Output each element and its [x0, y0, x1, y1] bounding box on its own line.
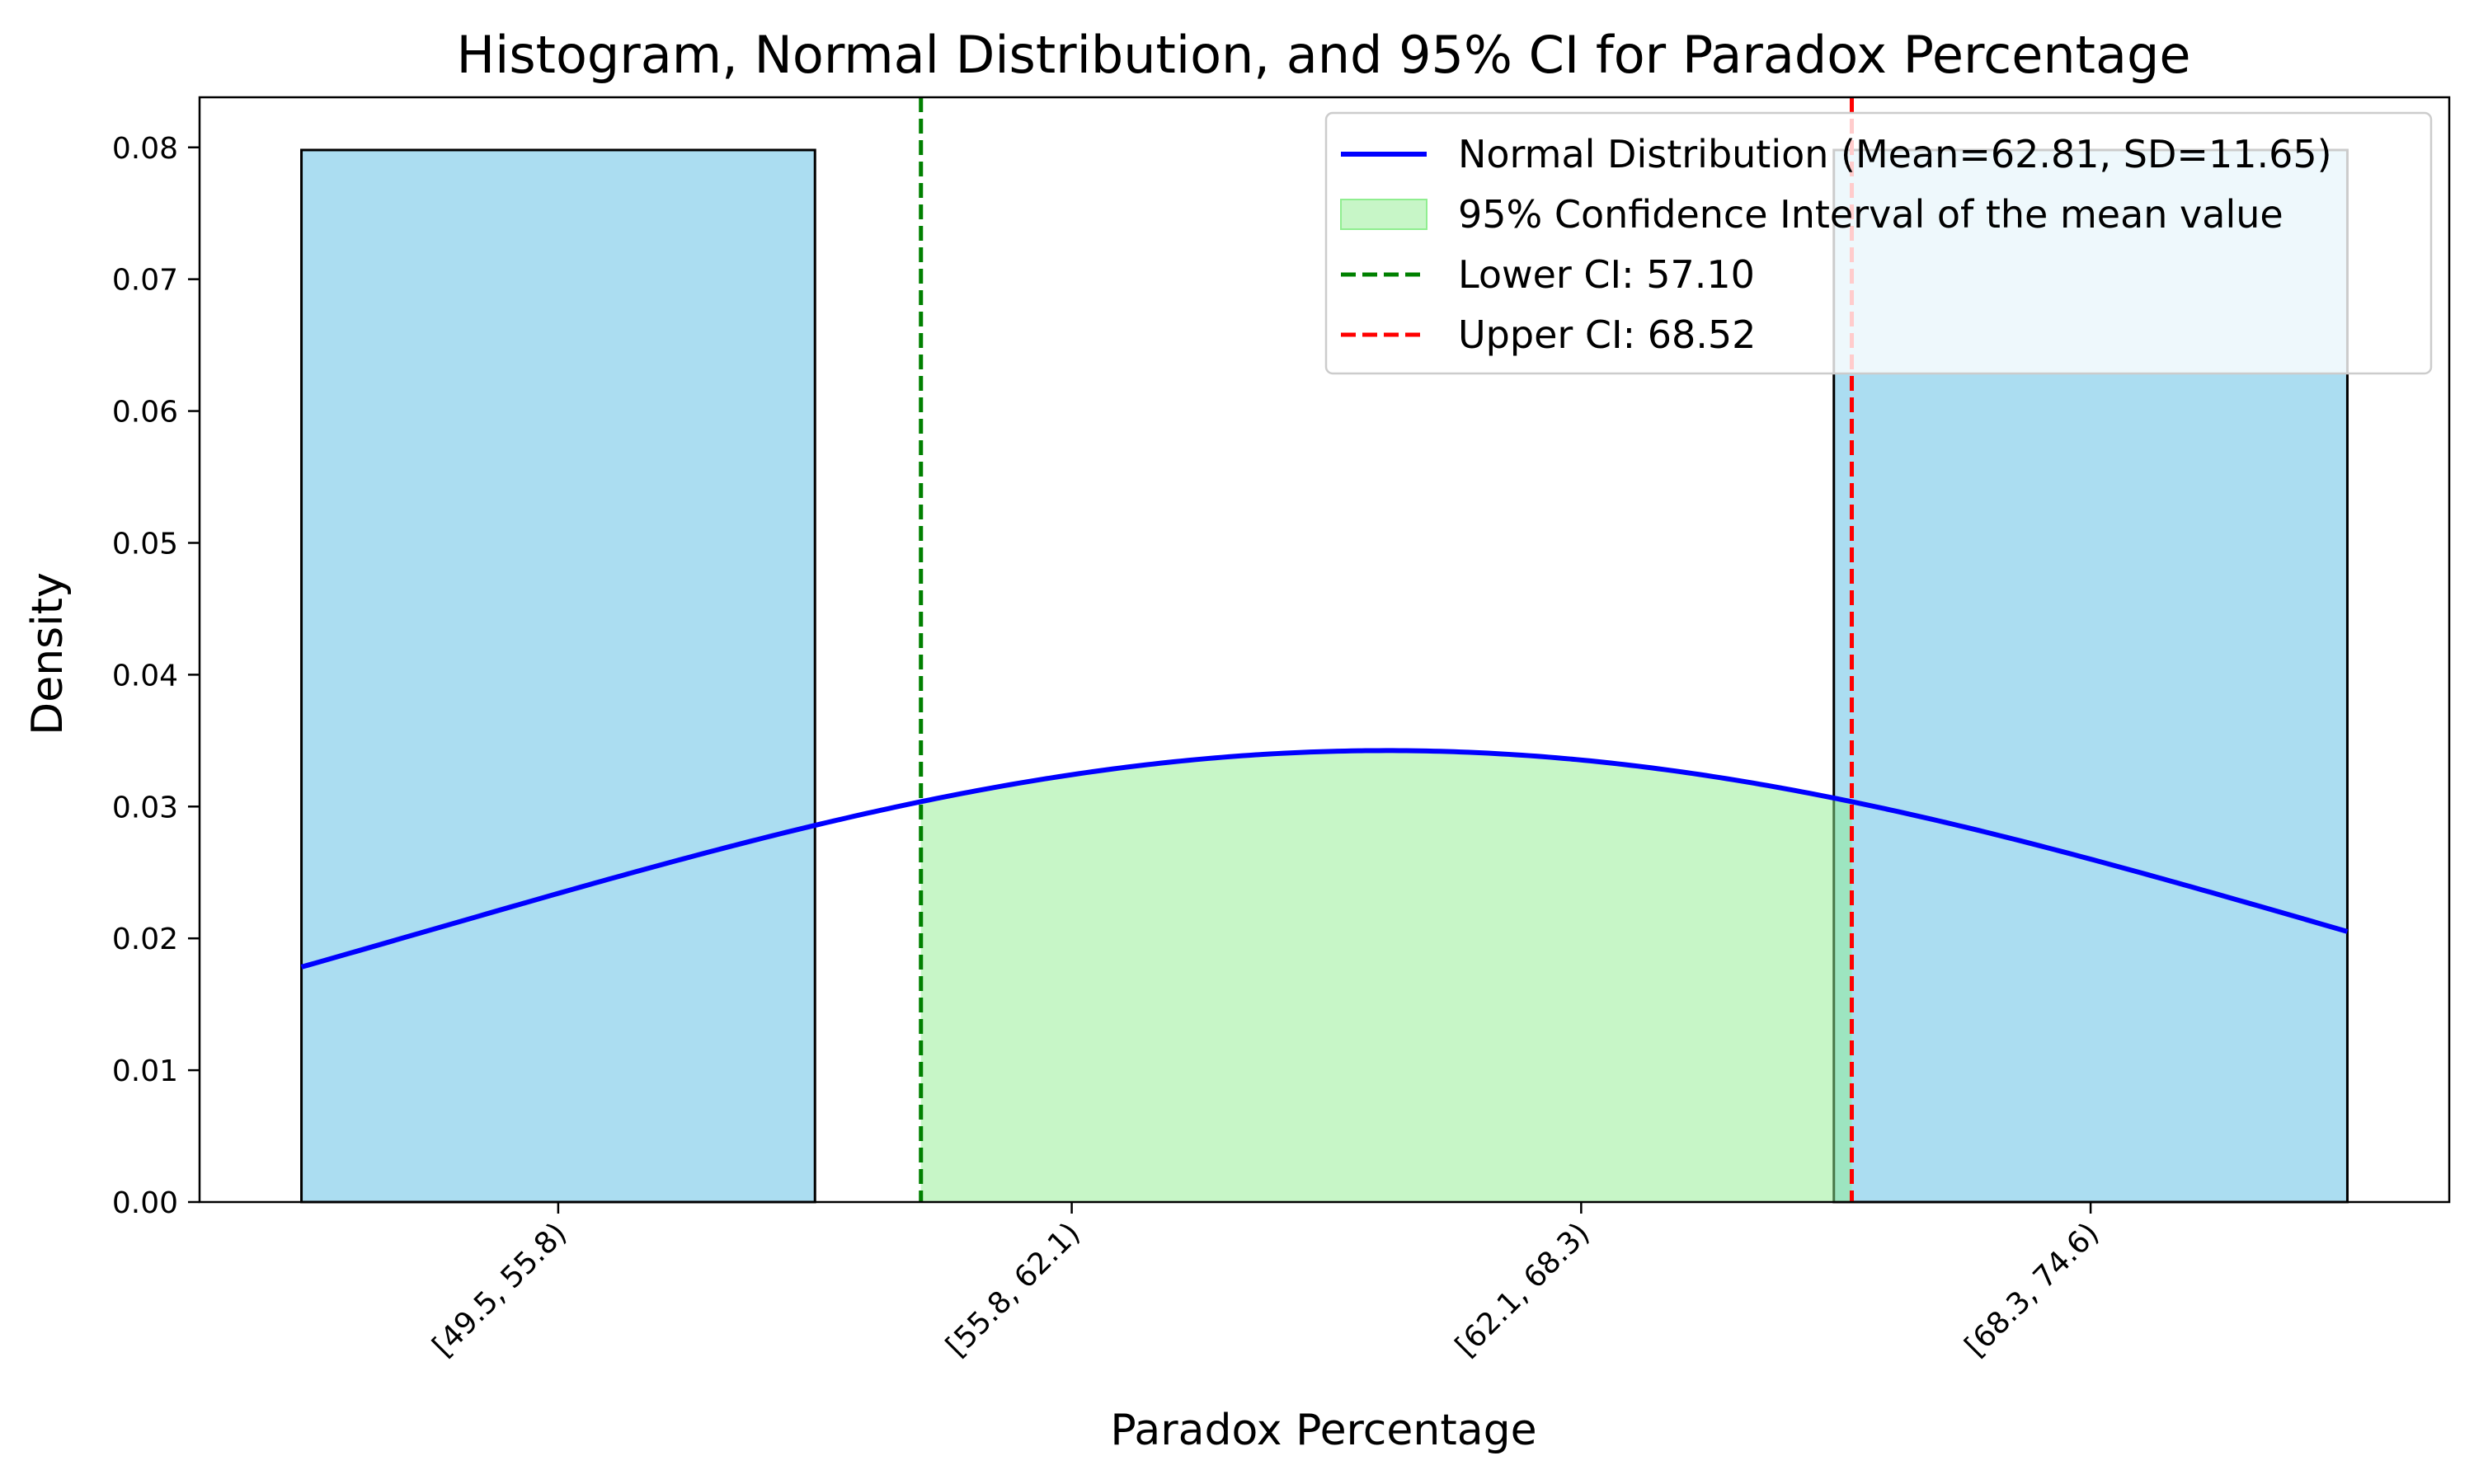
- histogram-bar: [300, 148, 816, 1204]
- plot-frame: [198, 96, 2451, 1204]
- y-tick-label: 0.03: [112, 791, 178, 824]
- y-axis-label: Density: [23, 572, 73, 735]
- legend-box: [1324, 111, 2433, 375]
- legend-label: 95% Confidence Interval of the mean valu…: [1458, 192, 2284, 237]
- y-tick-label: 0.07: [112, 264, 178, 298]
- x-axis-label: Paradox Percentage: [1110, 1406, 1536, 1455]
- legend-ci-swatch: [1340, 199, 1427, 230]
- y-tick-label: 0.04: [112, 659, 178, 693]
- legend: Normal Distribution (Mean=62.81, SD=11.6…: [1324, 111, 2433, 375]
- y-tick-label: 0.08: [112, 132, 178, 166]
- ci-fill-area: [920, 750, 1852, 1202]
- legend-label: Normal Distribution (Mean=62.81, SD=11.6…: [1458, 132, 2332, 176]
- legend-label: Lower CI: 57.10: [1458, 252, 1755, 297]
- chart-title: Histogram, Normal Distribution, and 95% …: [457, 25, 2191, 85]
- legend-label: Upper CI: 68.52: [1458, 312, 1756, 357]
- y-tick-label: 0.05: [112, 527, 178, 561]
- y-tick-label: 0.00: [112, 1186, 178, 1220]
- y-tick-label: 0.02: [112, 923, 178, 956]
- y-tick-label: 0.01: [112, 1054, 178, 1088]
- y-tick-label: 0.06: [112, 396, 178, 430]
- normal-distribution-line: [300, 748, 2349, 970]
